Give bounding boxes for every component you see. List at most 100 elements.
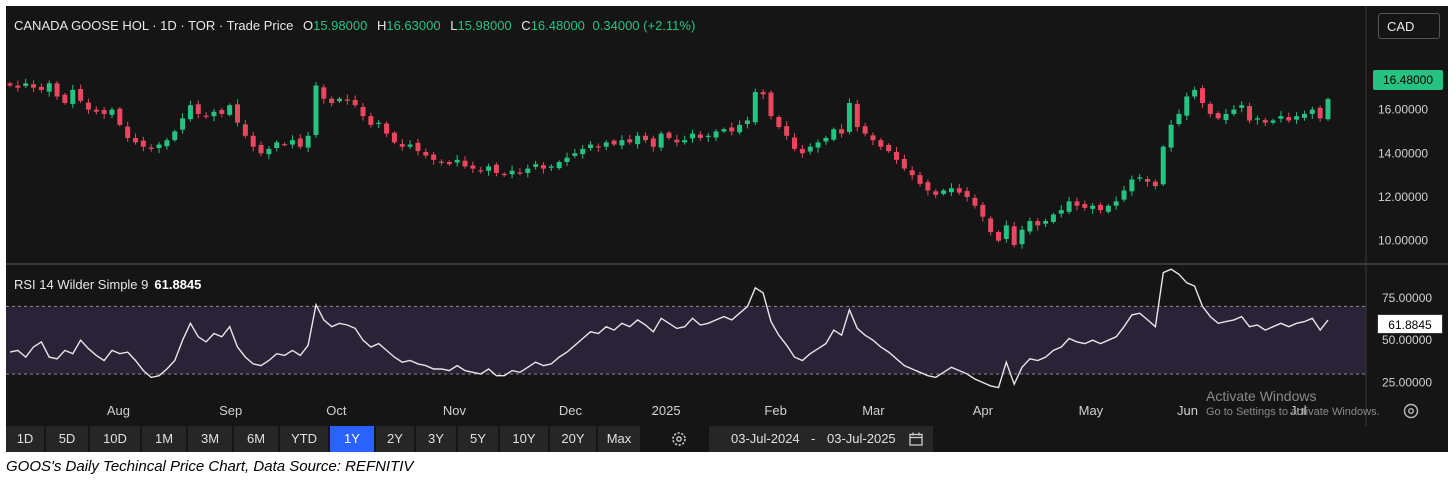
candle-body	[697, 134, 703, 138]
candle-body	[1247, 106, 1253, 121]
x-axis-tick: 2025	[652, 403, 681, 418]
candle-body	[85, 102, 91, 110]
candle-body	[721, 129, 727, 132]
range-button-5d[interactable]: 5D	[46, 426, 88, 452]
range-button-10y[interactable]: 10Y	[500, 426, 548, 452]
candle-body	[517, 172, 523, 174]
x-axis-tick: Feb	[764, 403, 786, 418]
candle-body	[540, 165, 546, 169]
candle-body	[1168, 124, 1174, 148]
candle-body	[1294, 116, 1300, 120]
candle-body	[1184, 96, 1190, 116]
candle-body	[752, 92, 758, 123]
candle-body	[391, 132, 397, 143]
candle-body	[1035, 221, 1041, 226]
date-range-picker[interactable]: 03-Jul-2024 - 03-Jul-2025	[709, 426, 933, 452]
range-button-3m[interactable]: 3M	[188, 426, 232, 452]
candle-body	[705, 135, 711, 138]
candle-body	[1215, 113, 1221, 119]
candle-body	[431, 154, 437, 160]
rsi-axis-tick: 50.00000	[1382, 333, 1432, 347]
range-button-5y[interactable]: 5Y	[458, 426, 498, 452]
candle-body	[172, 131, 178, 141]
range-button-ytd[interactable]: YTD	[280, 426, 328, 452]
candle-body	[305, 135, 311, 148]
calendar-icon[interactable]	[909, 432, 923, 446]
x-axis-tick: Sep	[219, 403, 242, 418]
candle-body	[399, 144, 405, 147]
candle-body	[1160, 146, 1166, 185]
low-label: L	[450, 18, 458, 33]
candle-body	[321, 87, 327, 99]
candle-body	[846, 103, 852, 132]
candle-body	[878, 140, 884, 147]
range-button-1y[interactable]: 1Y	[330, 426, 374, 452]
x-axis-tick: Mar	[862, 403, 885, 418]
chart-frame: 16.00000 14.00000 12.00000 10.00000 75.0000…	[6, 6, 1448, 452]
range-button-1d[interactable]: 1D	[6, 426, 44, 452]
candle-body	[478, 170, 484, 172]
rsi-band	[6, 306, 1366, 375]
candle-body	[258, 144, 264, 154]
candle-body	[125, 126, 131, 138]
candle-body	[1254, 118, 1260, 120]
candle-body	[1066, 201, 1072, 212]
candle-body	[1145, 179, 1151, 182]
candle-body	[627, 139, 633, 143]
candle-body	[38, 86, 44, 90]
candle-body	[337, 98, 342, 102]
candle-body	[807, 146, 813, 152]
candle-body	[250, 135, 256, 147]
candle-body	[1090, 205, 1096, 209]
candle-body	[580, 148, 586, 155]
candle-body	[956, 188, 962, 193]
candle-body	[1278, 116, 1284, 119]
candle-body	[1011, 226, 1017, 246]
currency-select[interactable]: CAD	[1378, 13, 1440, 39]
candle-body	[972, 197, 978, 206]
range-button-3y[interactable]: 3Y	[416, 426, 456, 452]
candle-body	[1286, 116, 1292, 121]
candle-body	[917, 175, 923, 184]
candle-body	[682, 140, 688, 143]
candle-body	[870, 135, 876, 141]
candle-body	[1121, 190, 1127, 200]
candle-body	[46, 83, 52, 92]
candle-body	[242, 124, 248, 136]
candle-body	[564, 157, 570, 163]
chart-canvas: 16.00000 14.00000 12.00000 10.00000 75.0000…	[6, 6, 1448, 426]
candle-body	[1129, 179, 1135, 192]
candle-body	[666, 132, 672, 138]
range-button-20y[interactable]: 20Y	[550, 426, 596, 452]
candle-body	[713, 131, 719, 138]
range-button-1m[interactable]: 1M	[142, 426, 186, 452]
date-from[interactable]: 03-Jul-2024	[731, 431, 800, 446]
candle-body	[854, 103, 860, 128]
candle-body	[784, 126, 790, 136]
candle-body	[548, 166, 554, 168]
candle-body	[1097, 204, 1103, 211]
range-button-10d[interactable]: 10D	[90, 426, 140, 452]
range-button-2y[interactable]: 2Y	[376, 426, 414, 452]
candle-body	[180, 118, 186, 130]
date-to[interactable]: 03-Jul-2025	[827, 431, 896, 446]
candle-body	[470, 165, 476, 169]
candle-body	[823, 137, 829, 142]
range-button-max[interactable]: Max	[598, 426, 640, 452]
candle-body	[109, 109, 115, 115]
candle-body	[635, 135, 641, 145]
candle-body	[768, 92, 774, 117]
candle-body	[368, 116, 374, 125]
candle-body	[1325, 99, 1331, 120]
candle-body	[266, 148, 272, 155]
range-button-6m[interactable]: 6M	[234, 426, 278, 452]
candle-body	[227, 105, 233, 115]
close-value: 16.48000	[530, 18, 585, 33]
candle-body	[690, 133, 696, 139]
chart-settings-icon[interactable]	[1402, 402, 1420, 420]
range-settings-gear-icon[interactable]	[670, 430, 688, 448]
range-toolbar: 1D 5D 10D 1M 3M 6M YTD 1Y 2Y 3Y 5Y 10Y 20Y Max 03-Jul…	[6, 426, 1448, 452]
candle-body	[925, 182, 931, 191]
x-axis-tick: Jul	[1290, 403, 1307, 418]
candle-body	[776, 116, 782, 128]
